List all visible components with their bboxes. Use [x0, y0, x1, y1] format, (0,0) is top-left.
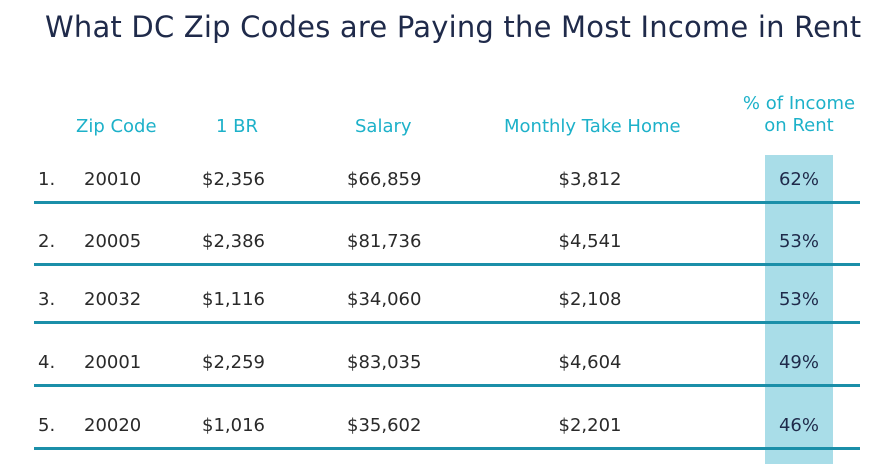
percent-column-highlight — [765, 155, 833, 464]
header-percent-line2: on Rent — [764, 115, 834, 136]
row-divider — [34, 447, 860, 450]
row-one-br-rent: $2,386 — [202, 231, 265, 252]
row-salary: $83,035 — [347, 352, 422, 373]
table-row: 5. 20020 $1,016 $35,602 $2,201 46% — [0, 411, 883, 441]
row-one-br-rent: $2,356 — [202, 169, 265, 190]
row-divider — [34, 384, 860, 387]
row-divider — [34, 201, 860, 204]
table-row: 2. 20005 $2,386 $81,736 $4,541 53% — [0, 227, 883, 257]
table-row: 3. 20032 $1,116 $34,060 $2,108 53% — [0, 285, 883, 315]
row-salary: $81,736 — [347, 231, 422, 252]
row-take-home: $2,108 — [558, 289, 622, 310]
row-zip-code: 20005 — [84, 231, 142, 252]
row-take-home: $4,604 — [558, 352, 622, 373]
row-take-home: $2,201 — [558, 415, 622, 436]
row-salary: $34,060 — [347, 289, 422, 310]
row-percent: 49% — [778, 352, 819, 373]
row-rank: 3. — [38, 289, 56, 310]
row-rank: 1. — [38, 169, 56, 190]
row-zip-code: 20010 — [84, 169, 142, 190]
row-zip-code: 20001 — [84, 352, 142, 373]
row-divider — [34, 321, 860, 324]
header-percent-line1: % of Income — [742, 93, 856, 114]
header-zip-code: Zip Code — [76, 116, 157, 137]
header-salary: Salary — [355, 116, 412, 137]
row-rank: 4. — [38, 352, 56, 373]
table-row: 4. 20001 $2,259 $83,035 $4,604 49% — [0, 348, 883, 378]
header-one-br: 1 BR — [216, 116, 259, 137]
row-salary: $66,859 — [347, 169, 422, 190]
row-percent: 46% — [778, 415, 819, 436]
row-zip-code: 20020 — [84, 415, 142, 436]
row-one-br-rent: $1,016 — [202, 415, 265, 436]
table-row: 1. 20010 $2,356 $66,859 $3,812 62% — [0, 165, 883, 195]
row-salary: $35,602 — [347, 415, 422, 436]
row-rank: 2. — [38, 231, 56, 252]
row-one-br-rent: $2,259 — [202, 352, 265, 373]
row-percent: 62% — [778, 169, 819, 190]
header-percent-income-on-rent: % of Income on Rent — [700, 93, 883, 137]
row-rank: 5. — [38, 415, 56, 436]
row-divider — [34, 263, 860, 266]
row-take-home: $4,541 — [558, 231, 622, 252]
row-percent: 53% — [778, 289, 819, 310]
row-take-home: $3,812 — [558, 169, 622, 190]
row-percent: 53% — [778, 231, 819, 252]
row-one-br-rent: $1,116 — [202, 289, 265, 310]
page-title: What DC Zip Codes are Paying the Most In… — [45, 10, 862, 44]
row-zip-code: 20032 — [84, 289, 142, 310]
header-monthly-take-home: Monthly Take Home — [504, 116, 681, 137]
